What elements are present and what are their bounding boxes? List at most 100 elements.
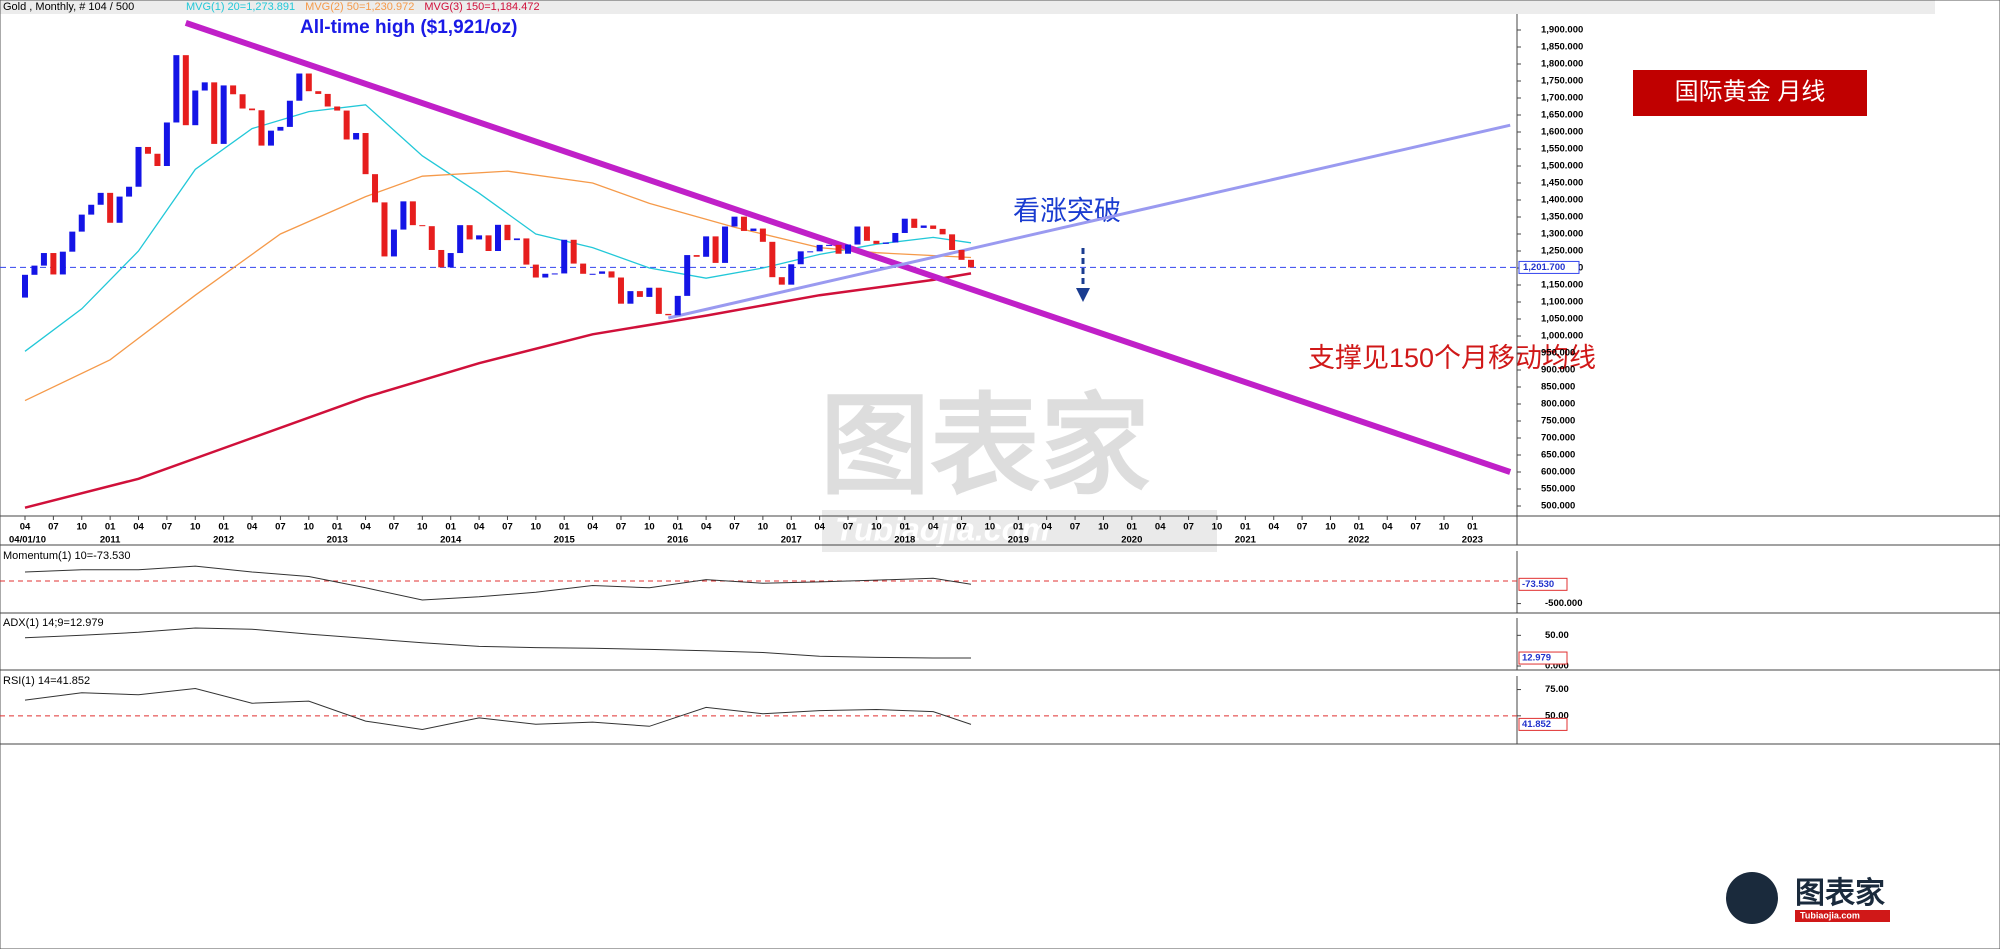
candle — [523, 238, 530, 265]
x-tick-label: 01 — [218, 522, 229, 533]
candle — [958, 249, 965, 260]
year-label: 2017 — [781, 535, 802, 546]
candle — [353, 133, 360, 140]
legend-entry: MVG(3) 150=1,184.472 — [424, 1, 539, 13]
ath-label: All-time high ($1,921/oz) — [300, 17, 517, 38]
candle — [703, 236, 710, 257]
x-tick-label: 07 — [389, 522, 400, 533]
watermark-url: Tubiaojia.com — [835, 511, 1050, 547]
logo-icon — [1726, 872, 1778, 924]
x-tick-label: 04 — [1155, 522, 1166, 533]
y-tick-label: 750.000 — [1541, 416, 1575, 427]
candle — [778, 277, 785, 285]
indicator-line — [24, 565, 972, 601]
candle — [400, 201, 407, 230]
candle — [655, 287, 662, 314]
candle — [22, 274, 28, 298]
candle — [684, 255, 691, 296]
x-tick-label: 07 — [1070, 522, 1081, 533]
candle — [740, 216, 747, 231]
year-label: 2011 — [100, 535, 121, 546]
year-label: 04/01/10 — [9, 535, 46, 546]
candle — [504, 224, 511, 241]
candle — [835, 244, 842, 254]
x-tick-label: 10 — [1439, 522, 1450, 533]
candle — [50, 253, 57, 275]
candle — [807, 251, 814, 253]
x-tick-label: 10 — [76, 522, 87, 533]
y-tick-label: 1,250.000 — [1541, 246, 1583, 257]
x-tick-label: 10 — [190, 522, 201, 533]
candle — [267, 130, 274, 146]
candle — [343, 110, 350, 140]
badge — [1633, 70, 1867, 116]
x-tick-label: 10 — [417, 522, 428, 533]
candle — [409, 201, 416, 226]
candle — [968, 259, 974, 268]
y-tick-label: 800.000 — [1541, 399, 1575, 410]
x-tick-label: 01 — [786, 522, 797, 533]
candle — [249, 108, 256, 111]
y-tick-label: 650.000 — [1541, 450, 1575, 461]
y-tick-label: -500.000 — [1545, 598, 1583, 609]
candle — [362, 133, 369, 175]
breakout-label: 看涨突破 — [1013, 196, 1121, 226]
year-label: 2012 — [213, 535, 234, 546]
x-tick-label: 10 — [644, 522, 655, 533]
candle — [69, 231, 76, 252]
candle — [873, 240, 880, 244]
candle — [220, 85, 227, 144]
candle — [211, 82, 218, 144]
candle — [135, 146, 142, 187]
y-tick-label: 1,900.000 — [1541, 25, 1583, 36]
candle — [816, 244, 823, 252]
y-tick-label: 950.000 — [1541, 348, 1575, 359]
y-tick-label: 1,000.000 — [1541, 331, 1583, 342]
candle — [797, 251, 804, 265]
y-tick-label: 1,600.000 — [1541, 127, 1583, 138]
candle — [59, 251, 66, 275]
candle — [390, 229, 397, 257]
candle — [315, 91, 322, 94]
candle — [277, 126, 284, 131]
candle — [40, 253, 47, 266]
last-value-box — [1518, 577, 1568, 591]
candle — [476, 235, 483, 240]
year-label: 2016 — [667, 535, 688, 546]
candle — [788, 264, 795, 285]
candle — [513, 238, 520, 241]
year-label: 2023 — [1462, 535, 1483, 546]
x-tick-label: 01 — [1127, 522, 1138, 533]
x-tick-label: 04 — [1041, 522, 1052, 533]
y-tick-label: 1,550.000 — [1541, 144, 1583, 155]
x-tick-label: 10 — [531, 522, 542, 533]
x-tick-label: 04 — [814, 522, 825, 533]
year-label: 2018 — [894, 535, 915, 546]
candle — [561, 239, 568, 274]
year-label: 2013 — [327, 535, 348, 546]
x-tick-label: 04 — [928, 522, 939, 533]
candle — [646, 287, 653, 297]
x-tick-label: 04 — [360, 522, 371, 533]
year-label: 2020 — [1121, 535, 1142, 546]
candle — [769, 241, 776, 278]
x-tick-label: 04 — [474, 522, 485, 533]
candle — [759, 228, 766, 242]
x-tick-label: 07 — [616, 522, 627, 533]
logo-bar — [1795, 910, 1890, 922]
x-tick-label: 07 — [48, 522, 59, 533]
y-tick-label: 50.00 — [1545, 710, 1569, 721]
y-tick-label: 1,400.000 — [1541, 195, 1583, 206]
indicator-line — [24, 627, 971, 659]
x-tick-label: 07 — [275, 522, 286, 533]
candle — [88, 204, 95, 215]
y-tick-label: 1,300.000 — [1541, 229, 1583, 240]
y-tick-label: 1,700.000 — [1541, 93, 1583, 104]
last-value-label: -73.530 — [1522, 579, 1554, 590]
indicator-line — [24, 687, 972, 731]
candle — [570, 239, 577, 264]
candle — [930, 225, 937, 229]
x-tick-label: 10 — [1325, 522, 1336, 533]
